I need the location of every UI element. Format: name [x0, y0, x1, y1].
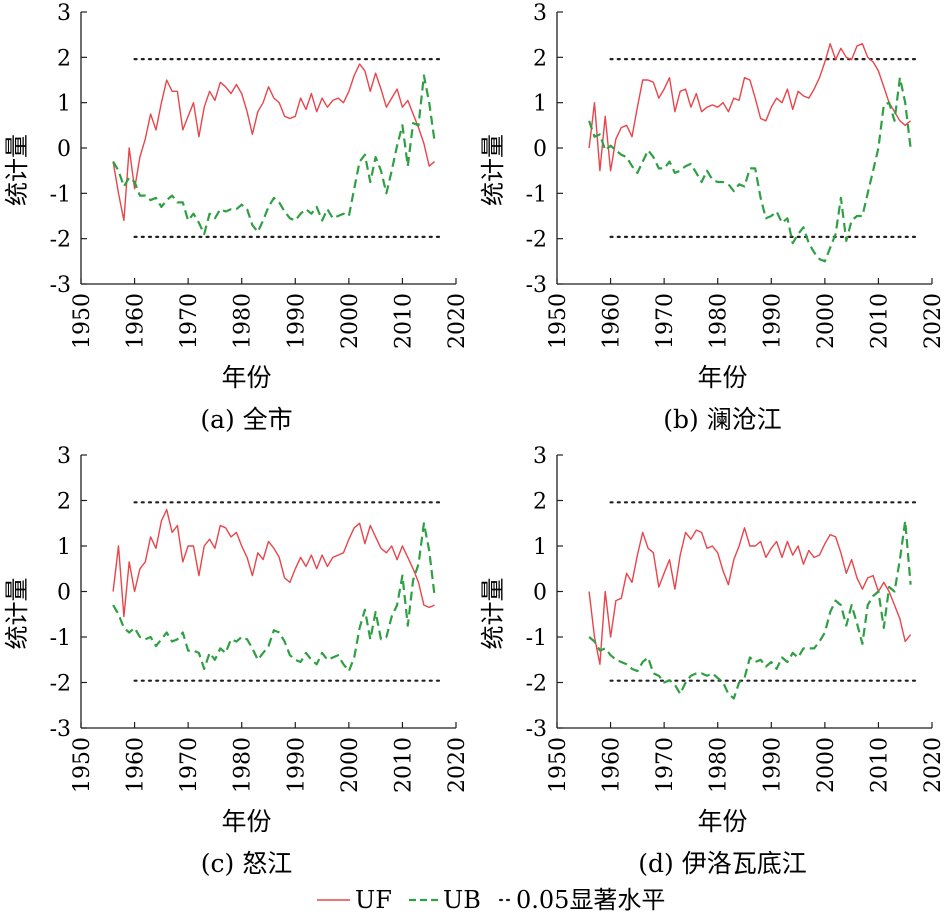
- y-tick-label: 0: [533, 137, 547, 162]
- y-tick-label: -2: [526, 672, 547, 697]
- y-tick-label: -3: [50, 717, 71, 742]
- panel-caption: (a) 全市: [200, 405, 292, 434]
- x-tick-label: 1970: [177, 737, 202, 793]
- x-tick-label: 1960: [124, 737, 149, 793]
- panel-caption: (d) 伊洛瓦底江: [638, 849, 806, 878]
- y-tick-label: 2: [533, 46, 547, 71]
- x-tick-label: 1960: [124, 293, 149, 349]
- x-axis-title: 年份: [697, 807, 747, 836]
- panel-caption: (c) 怒江: [201, 849, 292, 878]
- x-tick-label: 2020: [445, 737, 470, 793]
- x-tick-label: 2010: [391, 737, 416, 793]
- x-tick-label: 1960: [600, 737, 625, 793]
- legend-ub-label: UB: [443, 886, 481, 914]
- y-tick-label: -2: [50, 672, 71, 697]
- y-tick-label: 0: [57, 581, 71, 606]
- series-uf-line: [588, 527, 912, 665]
- panel-c: -3 -2 -1 0 1 2 3 1950 1960 1970 1980 1990 2000 2010 20…: [3, 444, 470, 878]
- x-tick-label: 2020: [445, 293, 470, 349]
- y-axis-title: 统计量: [479, 134, 507, 206]
- y-tick-label: 1: [57, 92, 71, 117]
- y-tick-label: -1: [50, 182, 71, 207]
- x-tick-label: 1980: [231, 293, 256, 349]
- y-tick-label: 3: [533, 1, 547, 26]
- panel-d: -3 -2 -1 0 1 2 3 1950 1960 1970 1980 1990 2000 2010 20…: [479, 444, 946, 878]
- series-uf-line: [112, 508, 435, 618]
- x-tick-label: 1990: [284, 293, 309, 349]
- x-tick-label: 2000: [338, 293, 363, 349]
- x-axis-title: 年份: [221, 363, 271, 392]
- series-ub-line: [112, 74, 436, 236]
- panel-b: -3 -2 -1 0 1 2 3 1950 1960 1970 1980 1990 2000 2010 20…: [479, 1, 946, 434]
- panel-a: -3 -2 -1 0 1 2 3 1950 1960 1970 1980 1990 2000 2010 20…: [3, 1, 470, 434]
- x-tick-label: 2020: [921, 293, 946, 349]
- legend-uf-label: UF: [355, 886, 392, 914]
- y-tick-label: 1: [533, 92, 547, 117]
- x-tick-label: 2020: [921, 737, 946, 793]
- x-tick-label: 1950: [546, 293, 571, 349]
- legend: UF UB 0.05显著水平: [317, 886, 665, 914]
- x-tick-label: 1950: [546, 737, 571, 793]
- y-tick-label: 0: [533, 581, 547, 606]
- y-tick-label: -1: [526, 626, 547, 651]
- panel-caption: (b) 澜沧江: [663, 405, 781, 434]
- y-tick-label: 3: [57, 1, 71, 26]
- y-tick-label: -3: [526, 273, 547, 298]
- y-tick-label: -3: [50, 273, 71, 298]
- y-tick-label: 2: [533, 490, 547, 515]
- x-tick-label: 2010: [867, 737, 892, 793]
- series-ub-line: [588, 519, 912, 700]
- x-tick-label: 1970: [177, 293, 202, 349]
- y-tick-label: 1: [533, 535, 547, 560]
- x-tick-label: 1980: [707, 737, 732, 793]
- y-tick-label: 0: [57, 137, 71, 162]
- y-axis-title: 统计量: [3, 578, 31, 650]
- y-tick-label: -1: [526, 182, 547, 207]
- y-tick-label: -3: [526, 717, 547, 742]
- x-tick-label: 2000: [338, 737, 363, 793]
- y-axis-title: 统计量: [3, 134, 31, 206]
- x-tick-label: 2000: [814, 737, 839, 793]
- x-axis-title: 年份: [697, 363, 747, 392]
- y-tick-label: -2: [526, 228, 547, 253]
- x-tick-label: 1950: [70, 737, 95, 793]
- series-uf-line: [588, 43, 912, 172]
- y-tick-label: -2: [50, 228, 71, 253]
- x-tick-label: 1990: [284, 737, 309, 793]
- x-tick-label: 1970: [653, 293, 678, 349]
- y-tick-label: 3: [533, 444, 547, 469]
- y-tick-label: 2: [57, 46, 71, 71]
- x-tick-label: 1960: [600, 293, 625, 349]
- y-axis-title: 统计量: [479, 578, 507, 650]
- series-ub-line: [112, 522, 436, 673]
- x-tick-label: 2010: [391, 293, 416, 349]
- x-tick-label: 1980: [231, 737, 256, 793]
- y-tick-label: 3: [57, 444, 71, 469]
- x-tick-label: 1990: [760, 293, 785, 349]
- series-ub-line: [588, 76, 912, 263]
- x-tick-label: 1950: [70, 293, 95, 349]
- y-tick-label: 2: [57, 490, 71, 515]
- x-tick-label: 1970: [653, 737, 678, 793]
- x-tick-label: 2000: [814, 293, 839, 349]
- legend-threshold-label: 0.05显著水平: [516, 886, 665, 914]
- x-axis-title: 年份: [221, 807, 271, 836]
- x-tick-label: 1980: [707, 293, 732, 349]
- y-tick-label: -1: [50, 626, 71, 651]
- x-tick-label: 2010: [867, 293, 892, 349]
- y-tick-label: 1: [57, 535, 71, 560]
- x-tick-label: 1990: [760, 737, 785, 793]
- series-uf-line: [112, 63, 436, 222]
